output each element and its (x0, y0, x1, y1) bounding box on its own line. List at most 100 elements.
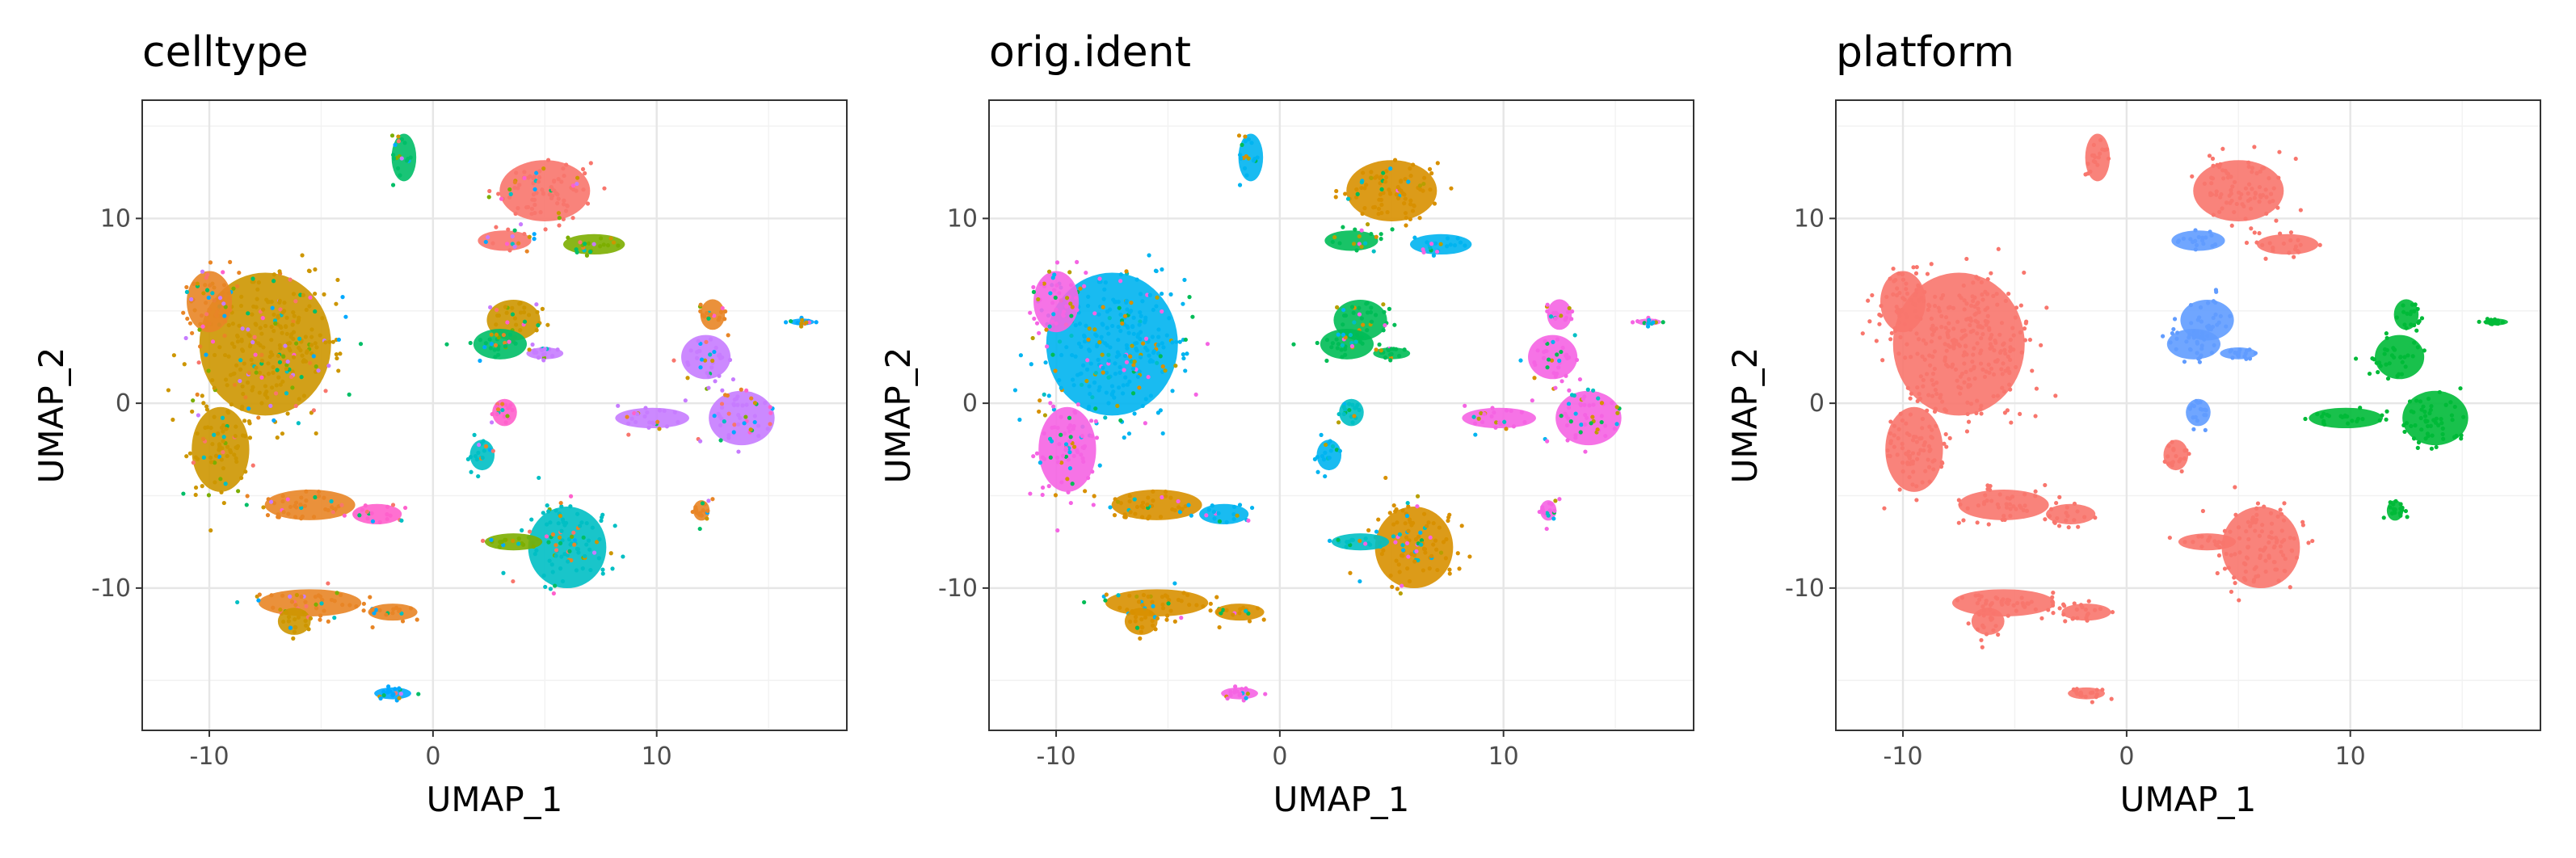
data-point (1366, 540, 1371, 546)
data-point (600, 512, 605, 517)
data-point (556, 177, 561, 182)
data-point (508, 402, 513, 407)
data-point (316, 490, 322, 494)
data-point (1129, 301, 1134, 305)
data-point (260, 316, 265, 321)
data-point (1150, 618, 1155, 624)
data-point (2014, 608, 2018, 613)
x-tick-label: 0 (425, 742, 440, 771)
data-point (293, 503, 297, 508)
data-point (1934, 391, 1939, 397)
data-point (2419, 427, 2424, 432)
data-point (2239, 191, 2244, 197)
data-point (1151, 604, 1155, 608)
data-point (2229, 198, 2234, 204)
data-point (1895, 286, 1900, 291)
data-point (2271, 248, 2275, 253)
data-point (246, 406, 251, 411)
data-point (1910, 438, 1916, 443)
data-point (1455, 236, 1460, 241)
data-point (2246, 536, 2251, 541)
data-point (1387, 306, 1391, 311)
data-point (1244, 696, 1248, 700)
data-point (1383, 175, 1389, 180)
data-point (1988, 607, 1993, 612)
data-point (2254, 170, 2259, 176)
data-point (389, 133, 395, 138)
data-point (2199, 319, 2204, 324)
data-point (2033, 494, 2038, 498)
data-point (1085, 358, 1090, 363)
data-point (1564, 353, 1568, 358)
data-point (554, 548, 559, 553)
data-point (1927, 479, 1932, 484)
data-point (1975, 398, 1980, 403)
data-point (2174, 336, 2179, 341)
data-point (361, 601, 366, 606)
data-point (1961, 334, 1967, 339)
data-point (1980, 604, 1985, 609)
data-point (301, 393, 307, 398)
data-point (242, 434, 248, 439)
data-point (608, 236, 613, 241)
data-point (1929, 262, 1934, 267)
data-point (1930, 354, 1935, 360)
data-point (2263, 569, 2268, 574)
data-point (1966, 419, 1972, 424)
data-point (1914, 314, 1919, 319)
data-point (2211, 315, 2216, 321)
data-point (400, 619, 406, 624)
data-point (732, 423, 737, 427)
data-point (2072, 688, 2077, 692)
data-point (581, 535, 586, 540)
data-point (672, 410, 677, 414)
data-point (398, 692, 403, 696)
data-point (1320, 453, 1325, 459)
data-point (1037, 330, 1042, 335)
data-point (1138, 319, 1143, 324)
data-point (2170, 463, 2174, 468)
data-point (274, 383, 279, 388)
data-point (1946, 364, 1951, 369)
data-point (1892, 423, 1897, 428)
data-point (2232, 179, 2237, 185)
data-point (2269, 521, 2275, 526)
data-point (2220, 540, 2225, 545)
data-point (1225, 696, 1230, 701)
data-point (1916, 451, 1921, 456)
data-point (1108, 307, 1113, 312)
data-point (2382, 347, 2388, 351)
data-point (2450, 418, 2455, 423)
data-point (2093, 159, 2098, 165)
data-point (1956, 498, 1961, 503)
data-point (516, 241, 521, 246)
data-point (2279, 540, 2284, 545)
data-point (1431, 253, 1437, 258)
data-point (1391, 503, 1396, 508)
data-point (1112, 513, 1118, 518)
data-point (579, 520, 584, 525)
data-point (516, 206, 520, 211)
data-point (1951, 346, 1956, 351)
data-point (2275, 205, 2280, 210)
data-point (2086, 599, 2091, 604)
data-point (1079, 452, 1084, 457)
data-point (1146, 375, 1151, 380)
data-point (322, 292, 326, 297)
data-point (2191, 540, 2195, 545)
data-point (1138, 636, 1143, 641)
data-point (2166, 444, 2171, 448)
data-point (253, 352, 258, 357)
data-point (2404, 326, 2409, 330)
data-point (1091, 503, 1096, 507)
data-point (1962, 307, 1967, 312)
data-point (2014, 305, 2019, 310)
data-point (501, 543, 506, 548)
data-point (258, 343, 263, 347)
data-point (1899, 308, 1905, 313)
data-point (210, 442, 215, 447)
data-point (185, 316, 190, 322)
data-point (1938, 335, 1943, 340)
data-point (222, 313, 227, 318)
data-point (1155, 295, 1160, 300)
